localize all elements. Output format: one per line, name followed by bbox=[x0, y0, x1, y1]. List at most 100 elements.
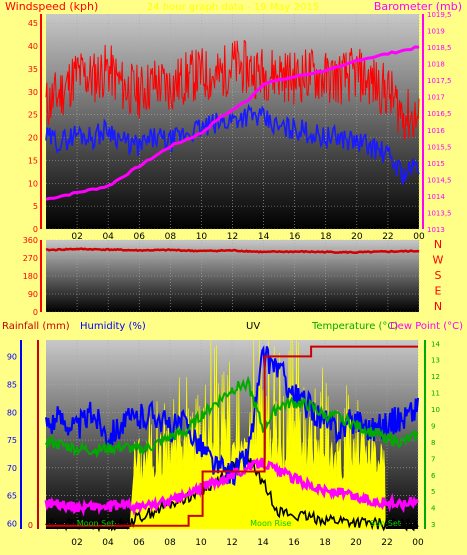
humidity-tick-label: 80 bbox=[7, 408, 17, 417]
x-tick-label: 04 bbox=[102, 538, 114, 548]
temperature-tick-label: 11 bbox=[431, 390, 440, 398]
x-tick-label: 02 bbox=[71, 232, 82, 242]
temperature-tick-label: 9 bbox=[431, 422, 435, 430]
barometer-tick-label: 1019,5 bbox=[427, 11, 452, 19]
temperature-tick-label: 7 bbox=[431, 455, 435, 463]
compass-label: N bbox=[434, 300, 442, 313]
windspeed-tick-label: 0 bbox=[33, 225, 38, 234]
x-tick-label: 06 bbox=[134, 232, 146, 242]
x-tick-label: 18 bbox=[320, 232, 332, 242]
temperature-tick-label: 14 bbox=[431, 340, 440, 348]
x-tick-label: 12 bbox=[227, 232, 238, 242]
barometer-tick-label: 1013,5 bbox=[427, 209, 452, 217]
barometer-tick-label: 1016 bbox=[427, 127, 445, 135]
rainfall-axis-label: Rainfall (mm) bbox=[2, 321, 70, 332]
event-annotation: Sun Set bbox=[370, 519, 401, 528]
event-annotation: Moon Rise bbox=[250, 519, 291, 528]
temperature-tick-label: 10 bbox=[431, 406, 440, 414]
temperature-tick-label: 12 bbox=[431, 373, 440, 381]
barometer-tick-label: 1013 bbox=[427, 226, 445, 234]
x-tick-label: 20 bbox=[350, 538, 362, 548]
direction-tick-label: 270 bbox=[23, 254, 38, 263]
x-tick-label: 00 bbox=[412, 538, 424, 548]
direction-tick-label: 90 bbox=[28, 290, 38, 299]
x-tick-label: 14 bbox=[257, 538, 269, 548]
barometer-tick-label: 1019 bbox=[427, 28, 445, 36]
humidity-tick-label: 85 bbox=[7, 380, 17, 389]
windspeed-tick-label: 30 bbox=[28, 88, 38, 97]
compass-label: N bbox=[434, 238, 442, 251]
event-annotation: Moon Set bbox=[77, 519, 114, 528]
barometer-tick-label: 1017,5 bbox=[427, 77, 452, 85]
weather-series: Moon Set Moon Rise Sun Set bbox=[44, 339, 419, 533]
temperature-tick-label: 8 bbox=[431, 439, 435, 447]
wind-axis-ticks: 02 04 06 08 10 12 14 16 18 20 22 000510152025303540… bbox=[28, 11, 452, 242]
windspeed-tick-label: 20 bbox=[28, 134, 38, 143]
x-tick-label: 08 bbox=[164, 538, 176, 548]
x-tick-label: 02 bbox=[71, 538, 82, 548]
barometer-tick-label: 1018,5 bbox=[427, 44, 452, 52]
direction-tick-label: 360 bbox=[23, 236, 38, 245]
temperature-tick-label: 13 bbox=[431, 357, 440, 365]
humidity-axis-label: Humidity (%) bbox=[80, 321, 146, 332]
direction-series-line bbox=[45, 247, 420, 255]
dewpoint-axis-label: Dew Point (°C) bbox=[390, 321, 463, 332]
humidity-tick-label: 70 bbox=[7, 464, 17, 473]
x-tick-label: 22 bbox=[381, 538, 392, 548]
compass-label: E bbox=[435, 285, 442, 298]
windspeed-tick-label: 35 bbox=[28, 65, 38, 74]
direction-tick-label: 0 bbox=[33, 308, 38, 317]
windspeed-tick-label: 45 bbox=[28, 19, 38, 28]
windspeed-tick-label: 10 bbox=[28, 179, 38, 188]
x-tick-label: 18 bbox=[319, 538, 331, 548]
compass-label: S bbox=[435, 269, 442, 282]
x-tick-label: 00 bbox=[413, 232, 425, 242]
humidity-tick-label: 65 bbox=[7, 492, 17, 501]
compass-label: W bbox=[433, 254, 444, 267]
direction-grid bbox=[46, 239, 420, 313]
x-tick-label: 04 bbox=[102, 232, 114, 242]
x-tick-label: 10 bbox=[195, 538, 207, 548]
humidity-tick-label: 75 bbox=[7, 436, 17, 445]
x-tick-label: 16 bbox=[288, 538, 300, 548]
humidity-tick-label: 90 bbox=[7, 353, 17, 362]
humidity-tick-label: 60 bbox=[7, 519, 17, 528]
temperature-axis-label: Temperature (°C) bbox=[311, 321, 398, 332]
uv-axis-label: UV bbox=[246, 321, 260, 332]
barometer-tick-label: 1015,5 bbox=[427, 143, 452, 151]
temperature-tick-label: 5 bbox=[431, 488, 435, 496]
barometer-tick-label: 1017 bbox=[427, 94, 445, 102]
rainfall-series-line bbox=[46, 345, 418, 527]
x-tick-label: 08 bbox=[165, 232, 177, 242]
rainfall-tick-label: 0 bbox=[28, 521, 33, 530]
uv-series-area bbox=[129, 339, 386, 530]
barometer-tick-label: 1015 bbox=[427, 160, 445, 168]
x-tick-label: 12 bbox=[226, 538, 237, 548]
x-tick-label: 20 bbox=[351, 232, 363, 242]
x-tick-label: 16 bbox=[289, 232, 301, 242]
direction-series bbox=[45, 247, 420, 255]
x-tick-label: 10 bbox=[196, 232, 208, 242]
barometer-tick-label: 1014 bbox=[427, 193, 445, 201]
windspeed-tick-label: 40 bbox=[28, 42, 38, 51]
barometer-tick-label: 1014,5 bbox=[427, 176, 452, 184]
x-tick-label: 22 bbox=[382, 232, 393, 242]
temperature-tick-label: 6 bbox=[431, 472, 436, 480]
barometer-tick-label: 1016,5 bbox=[427, 110, 452, 118]
temperature-series-line bbox=[45, 375, 419, 459]
windspeed-tick-label: 15 bbox=[28, 156, 38, 165]
x-tick-label: 14 bbox=[258, 232, 270, 242]
chart-title: 24 hour graph data - 19 May 2015 bbox=[147, 2, 319, 13]
barometer-axis-label: Barometer (mb) bbox=[374, 0, 462, 13]
windspeed-axis-label: Windspeed (kph) bbox=[5, 0, 98, 13]
temperature-tick-label: 3 bbox=[431, 521, 435, 529]
gust-series-line bbox=[45, 40, 420, 141]
x-tick-label: 06 bbox=[133, 538, 145, 548]
windspeed-tick-label: 25 bbox=[28, 111, 38, 120]
windspeed-tick-label: 5 bbox=[33, 202, 38, 211]
barometer-series-line bbox=[45, 45, 420, 201]
temperature-tick-label: 4 bbox=[431, 505, 436, 513]
